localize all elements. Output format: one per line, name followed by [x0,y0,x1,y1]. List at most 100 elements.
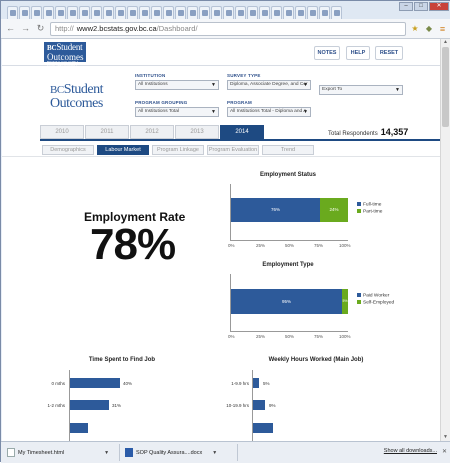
download-item[interactable]: My Timesheet.html ▼ [7,445,109,460]
browser-tab[interactable] [235,6,246,19]
tick-label: 100% [339,334,351,339]
browser-tab[interactable] [187,6,198,19]
tick-label: 50% [285,334,295,339]
weekly-hours-chart: 1-9.9 hrs 5% 10-19.9 hrs 9% [192,367,412,441]
browser-tab[interactable] [331,6,342,19]
employment-status-title: Employment Status [259,172,316,178]
browser-tab[interactable] [91,6,102,19]
export-value: Export To [322,87,343,92]
scroll-up-icon[interactable]: ▲ [443,39,448,45]
bar-partial [253,423,273,433]
legend-swatch [357,209,361,213]
favicon-icon [105,10,112,16]
tab-trend[interactable]: Trend [262,145,314,155]
back-arrow-icon[interactable]: ← [6,23,15,33]
browser-tab[interactable] [103,6,114,19]
browser-tab[interactable] [115,6,126,19]
browser-tab[interactable] [163,6,174,19]
browser-tab[interactable] [31,6,42,19]
bar-10-19-hrs [253,400,265,410]
employment-rate-label: Employment Rate [84,210,186,224]
chevron-down-icon[interactable]: ▼ [212,449,218,456]
extension-icon[interactable]: ◆ [425,23,433,33]
browser-tab[interactable] [67,6,78,19]
tab-year-2010[interactable]: 2010 [40,125,84,139]
tab-year-2013[interactable]: 2013 [175,125,219,139]
browser-tab[interactable] [283,6,294,19]
browser-tab[interactable] [295,6,306,19]
browser-tab[interactable] [139,6,150,19]
employment-status-chart: 76% 24% 0% 25% 50% 75% 100% [228,184,351,250]
scrollbar-thumb[interactable] [442,47,449,127]
favicon-icon [93,10,100,16]
favicon-icon [321,10,328,16]
value-label: 5% [263,381,270,386]
tab-year-2014[interactable]: 2014 [220,125,264,139]
legend-paid-worker: Paid Worker [357,293,389,298]
year-tabs: 2010 2011 2012 2013 2014 [40,125,264,139]
browser-tab[interactable] [271,6,282,19]
labour-market-panel: Employment Rate 78% Employment Status 76… [2,156,440,441]
download-separator [119,444,120,461]
institution-select[interactable]: All Institutions ▼ [135,80,219,90]
browser-tab[interactable] [223,6,234,19]
download-item[interactable]: SOP Quality Assura....docx ▼ [125,445,217,460]
browser-tab[interactable] [199,6,210,19]
favicon-icon [165,10,172,16]
tab-program-linkage[interactable]: Program Linkage [152,145,204,155]
forward-arrow-icon[interactable]: → [21,23,30,33]
favicon-icon [129,10,136,16]
tab-labour-market[interactable]: Labour Market [97,145,149,155]
header-logo[interactable]: BCStudent Outcomes BRITISH COLUMBIA · PO… [44,42,86,67]
browser-tab[interactable] [175,6,186,19]
total-respondents-label: Total Respondents [328,131,378,137]
site-logo-bc: BC [50,84,64,96]
browser-tab[interactable] [211,6,222,19]
browser-tab[interactable] [79,6,90,19]
tab-program-evaluation[interactable]: Program Evaluation [207,145,259,155]
program-label: PROGRAM [227,100,252,105]
reload-icon[interactable]: ↻ [36,23,45,33]
program-select[interactable]: All Institutions Total - Diploma and A ▼ [227,107,311,117]
time-to-find-job-title: Time Spent to Find Job [88,357,156,363]
maximize-button[interactable]: □ [414,2,428,11]
tick-label: 75% [314,243,324,248]
chevron-down-icon[interactable]: ▼ [104,449,110,456]
close-window-button[interactable]: ✕ [429,2,449,11]
page-scrollbar[interactable]: ▲ ▼ [440,39,450,441]
star-icon[interactable]: ★ [411,23,419,33]
tab-demographics[interactable]: Demographics [42,145,94,155]
legend-self-employed: Self-Employed [357,300,394,305]
show-all-downloads-link[interactable]: Show all downloads... [383,448,437,454]
tab-year-2011[interactable]: 2011 [85,125,129,139]
browser-tab[interactable] [43,6,54,19]
browser-tab[interactable] [259,6,270,19]
help-button[interactable]: HELP [346,46,370,60]
browser-tab[interactable] [19,6,30,19]
reset-button[interactable]: RESET [375,46,403,60]
tab-year-2012[interactable]: 2012 [130,125,174,139]
survey-type-select[interactable]: Diploma, Associate Degree, and Cer ▼ [227,80,311,90]
browser-tab[interactable] [7,6,18,19]
minimize-button[interactable]: – [399,2,413,11]
browser-tab-strip: – □ ✕ [1,1,450,19]
browser-tab[interactable] [55,6,66,19]
export-select[interactable]: Export To ▼ [319,85,403,95]
browser-tab[interactable] [151,6,162,19]
notes-button[interactable]: NOTES [314,46,340,60]
browser-tab[interactable] [319,6,330,19]
browser-tab[interactable] [127,6,138,19]
favicon-icon [225,10,232,16]
tick-label: 25% [256,334,266,339]
menu-icon[interactable]: ≡ [439,23,446,34]
program-grouping-select[interactable]: All Institutions Total ▼ [135,107,219,117]
browser-tab[interactable] [307,6,318,19]
legend-full-time-label: Full-time [363,202,382,208]
close-icon[interactable]: ✕ [441,449,447,455]
chevron-down-icon: ▼ [395,87,400,93]
browser-tab[interactable] [247,6,258,19]
institution-value: All Institutions [138,82,168,87]
address-bar[interactable]: http:// www2.bcstats.gov.bc.ca /Dashboar… [50,21,406,36]
favicon-icon [21,10,28,16]
scroll-down-icon[interactable]: ▼ [443,434,448,440]
